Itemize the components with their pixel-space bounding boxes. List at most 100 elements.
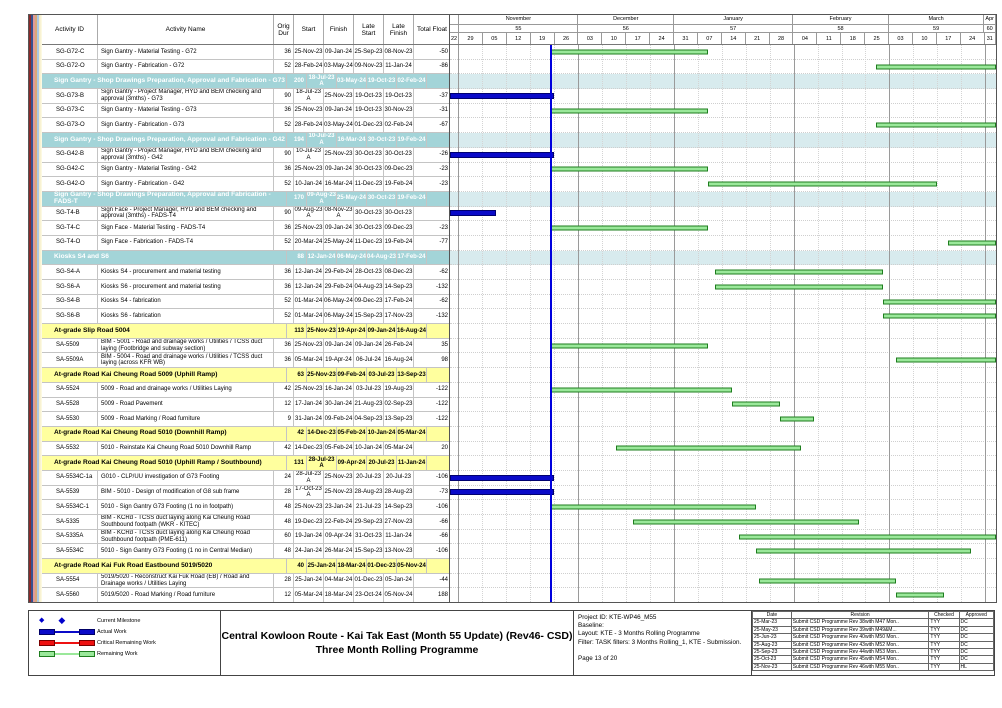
gantt-bar-remaining <box>756 548 972 554</box>
gantt-row <box>450 368 996 383</box>
week-tick: 24 <box>961 33 985 44</box>
month-label: December <box>578 15 675 24</box>
table-cell: SG-S6-B <box>42 309 98 324</box>
table-cell: -77 <box>439 239 448 246</box>
legend-label: Actual Work <box>97 628 127 635</box>
table-cell: 01-Dec-23 <box>354 118 384 133</box>
table-cell: 09-Aug-23 A <box>307 191 337 206</box>
week-tick: 07 <box>698 33 722 44</box>
gantt-row <box>450 250 996 266</box>
table-cell: SA-5528 <box>42 397 98 412</box>
legend: ◆ ◆ Current Milestone Actual Work Critical R… <box>29 611 221 675</box>
table-cell: 36 <box>274 103 294 118</box>
gantt-row <box>450 530 996 545</box>
table-cell: SA-5534C-1a <box>42 470 98 485</box>
table-cell: 04-Sep-23 <box>354 412 384 426</box>
week-tick: 14 <box>722 33 746 44</box>
table-cell: 30-Nov-23 <box>384 103 414 118</box>
legend-bar <box>39 628 95 635</box>
table-cell: 20 <box>427 427 449 441</box>
table-cell: 08-Dec-23 <box>384 265 414 279</box>
gantt-bar-remaining <box>550 225 709 231</box>
gantt-row <box>450 442 996 457</box>
table-cell: 90 <box>274 206 294 221</box>
table-cell: -23 <box>439 224 448 231</box>
table-cell: BIM - KCRd - TCSS duct laying along Kai … <box>98 515 274 529</box>
revision-table-container: Date Revision Checked Approved 25-Mar-23 Subm… <box>752 610 995 675</box>
column-header: Late Finish <box>384 15 414 44</box>
table-cell: 09-Apr-24 <box>337 456 367 470</box>
table-cell: Sign Gantry - Material Testing - G42 <box>98 162 274 177</box>
table-cell: BIM - 5010 - Design of modification of G… <box>98 485 274 500</box>
table-cell: 25-Nov-23 <box>294 45 324 59</box>
table-cell <box>414 207 449 221</box>
table-cell: 18-Jul-23 A <box>307 74 337 89</box>
bar-icon <box>37 628 97 635</box>
table-row: SA-5509A BIM - 5004 - Road and drainage w… <box>42 353 449 369</box>
section-title: Sign Gantry - Shop Drawings Preparation,… <box>42 191 287 206</box>
table-cell: Sign Gantry - Fabrication - G72 <box>98 59 274 74</box>
table-cell: 30-Oct-23 <box>354 162 384 177</box>
legend-bar-segment <box>39 650 55 657</box>
table-cell: 30-Oct-23 <box>354 147 384 162</box>
table-cell: 02-Feb-24 <box>384 118 414 133</box>
page-number: Page 13 of 20 <box>578 654 618 662</box>
timeline-month-numbers-row: 55 56 57 58 59 60 <box>450 24 997 34</box>
gantt-row <box>450 265 996 280</box>
table-cell: 98 <box>427 324 449 338</box>
table-row: SG-G73-O Sign Gantry - Fabrication - G73 5… <box>42 118 449 134</box>
table-cell: 5010 - Sign Gantry G73 Footing (1 no in … <box>98 500 274 514</box>
table-row: SG-G73-C Sign Gantry - Material Testing -… <box>42 103 449 119</box>
month-label: January <box>674 15 794 24</box>
table-cell: -31 <box>439 107 448 114</box>
baseline: Baseline: <box>578 622 604 630</box>
legend-item: Actual Work <box>37 626 220 637</box>
table-cell: SG-T4-O <box>42 235 98 250</box>
table-cell: 48 <box>274 515 294 529</box>
table-cell: -37 <box>439 92 448 99</box>
gantt-row <box>450 544 996 560</box>
table-cell: 20-Mar-24 <box>294 235 324 250</box>
week-gridline <box>697 45 700 602</box>
week-gridline <box>721 45 724 602</box>
table-cell: 42 <box>274 441 294 456</box>
table-row: SA-5534C 5010 - Sign Gantry G73 Footing (… <box>42 544 449 560</box>
table-cell: 21-Aug-23 <box>354 397 384 412</box>
table-cell: SG-G42-B <box>42 147 98 162</box>
table-cell: 04-Aug-23 <box>354 280 384 294</box>
column-header: Start <box>294 15 324 44</box>
table-cell: SG-T4-C <box>42 221 98 235</box>
gantt-row <box>450 456 996 471</box>
table-cell: 09-Dec-23 <box>354 294 384 309</box>
table-cell: Kiosks S4 - procurement and material tes… <box>98 265 274 279</box>
table-cell: 12-Jan-24 <box>294 280 324 294</box>
table-cell: 25-Nov-23 <box>307 324 337 338</box>
table-cell: SG-G72-O <box>42 59 98 74</box>
table-cell: 25-Nov-23 <box>307 368 337 382</box>
table-cell: 25-Nov-23 <box>324 147 354 162</box>
title-block: Central Kowloon Route - Kai Tak East (Mo… <box>221 611 574 675</box>
table-row: SG-T4-B Sign Face - Project Manager, HYD … <box>42 206 449 222</box>
gantt-bar-remaining <box>882 299 996 305</box>
layout: Layout: KTE - 3 Months Rolling Programme <box>578 630 700 638</box>
revision-column-header: Approved <box>958 610 995 620</box>
table-cell: 40 <box>287 559 307 573</box>
table-cell: 16-Jan-24 <box>324 382 354 397</box>
gantt-row <box>450 515 996 530</box>
table-cell: 36 <box>274 338 294 353</box>
footer: ◆ ◆ Current Milestone Actual Work Critical R… <box>28 610 995 676</box>
table-cell: 08-Nov-23 <box>384 45 414 59</box>
revision-row: 25-May-23 Submit CSD Programme Rev 39with… <box>752 625 995 635</box>
table-cell: 52 <box>274 118 294 133</box>
revision-cell: DC <box>958 648 995 657</box>
gantt-bar-remaining <box>875 64 996 70</box>
table-cell: Kiosks S6 - fabrication <box>98 309 274 324</box>
section-row: At-grade Road Kai Cheung Road 5010 (Uphi… <box>42 456 449 471</box>
week-tick: 24 <box>650 33 675 44</box>
table-cell: 05-Feb-24 <box>337 426 367 441</box>
gantt-row <box>450 574 996 589</box>
gantt-row <box>450 280 996 295</box>
table-cell: 05-Mar-24 <box>294 353 324 368</box>
gantt-bar-remaining <box>715 284 883 290</box>
